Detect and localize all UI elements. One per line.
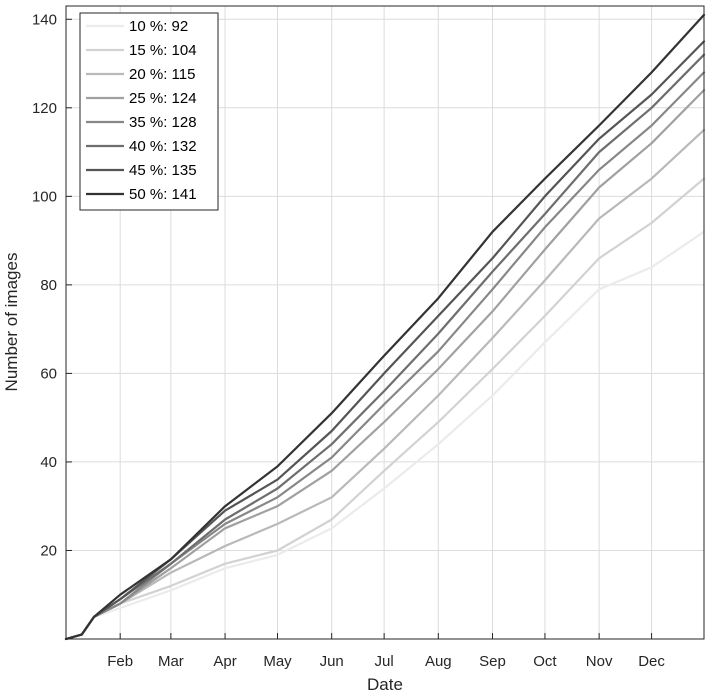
series-line xyxy=(64,13,706,641)
y-tick-label: 60 xyxy=(40,365,57,382)
x-tick-label: Oct xyxy=(533,653,557,670)
series-lines xyxy=(64,13,706,641)
legend-entry: 10 %: 92 xyxy=(129,18,188,35)
x-tick-label: Aug xyxy=(425,653,452,670)
legend-entry: 15 %: 104 xyxy=(129,42,197,59)
legend-entry: 25 %: 124 xyxy=(129,90,197,107)
y-tick-label: 120 xyxy=(32,100,57,117)
series-line xyxy=(64,230,706,641)
y-tick-label: 20 xyxy=(40,542,57,559)
legend-entry: 50 %: 141 xyxy=(129,186,197,203)
x-tick-label: Dec xyxy=(638,653,665,670)
x-tick-label: May xyxy=(263,653,292,670)
legend-box xyxy=(79,12,219,211)
x-tick-label: Jul xyxy=(375,653,394,670)
x-axis-ticks: Feb Mar Apr May Jun Jul Aug Sep Oct Nov Dec xyxy=(107,633,665,670)
legend-entry: 45 %: 135 xyxy=(129,162,197,179)
legend-entry: 40 %: 132 xyxy=(129,138,197,155)
legend-entry: 20 %: 115 xyxy=(129,66,195,83)
y-axis-ticks: 20 40 60 80 100 120 140 xyxy=(32,11,72,559)
series-line xyxy=(64,71,706,641)
y-tick-label: 40 xyxy=(40,454,57,471)
x-tick-label: Sep xyxy=(479,653,506,670)
series-line xyxy=(64,40,706,641)
x-axis-label: Date xyxy=(367,675,403,694)
y-axis-label: Number of images xyxy=(2,253,21,392)
plot-frame xyxy=(65,5,705,640)
y-tick-label: 140 xyxy=(32,11,57,28)
x-tick-label: Mar xyxy=(158,653,184,670)
y-tick-label: 100 xyxy=(32,188,57,205)
x-tick-label: Nov xyxy=(586,653,613,670)
x-tick-label: Feb xyxy=(107,653,133,670)
y-tick-label: 80 xyxy=(40,277,57,294)
x-tick-label: Apr xyxy=(213,653,236,670)
legend-entry: 35 %: 128 xyxy=(129,114,197,131)
x-tick-label: Jun xyxy=(320,653,344,670)
legend: 10 %: 92 15 %: 104 20 %: 115 25 %: 124 35 %:… xyxy=(79,12,219,211)
